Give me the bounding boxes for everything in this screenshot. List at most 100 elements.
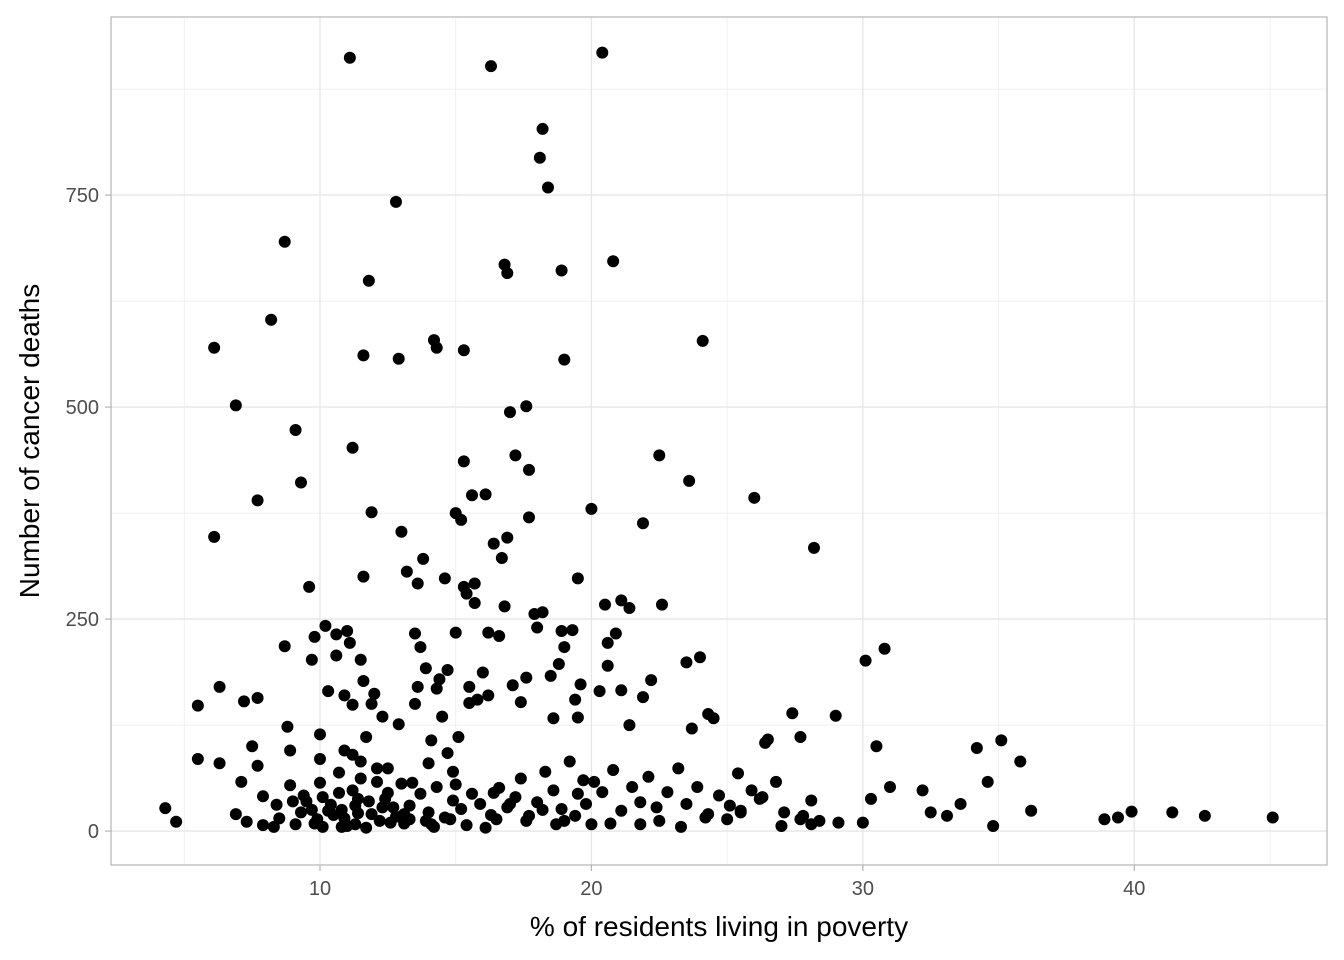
data-point — [482, 626, 495, 639]
data-point — [794, 730, 807, 743]
data-point — [430, 341, 443, 354]
data-point — [411, 577, 424, 590]
data-point — [338, 812, 351, 825]
data-point — [422, 757, 435, 770]
y-tick-label: 250 — [66, 609, 99, 631]
data-point — [474, 797, 487, 810]
data-point — [878, 642, 891, 655]
data-point — [333, 786, 345, 799]
data-point — [542, 181, 554, 194]
data-point — [238, 695, 250, 708]
data-point — [634, 818, 647, 831]
data-point — [338, 689, 351, 702]
data-point — [555, 624, 568, 637]
data-point — [455, 803, 468, 816]
data-point — [257, 819, 269, 832]
data-point — [409, 697, 421, 710]
x-tick-label: 10 — [309, 878, 331, 900]
data-point — [1014, 755, 1027, 768]
data-point — [305, 653, 318, 666]
data-point — [694, 651, 706, 664]
data-points — [159, 46, 1279, 834]
data-point — [506, 679, 519, 692]
data-point — [661, 786, 674, 799]
data-point — [685, 722, 698, 735]
data-point — [514, 696, 527, 709]
data-point — [213, 757, 226, 770]
data-point — [246, 740, 259, 753]
plot-panel — [111, 17, 1327, 865]
data-point — [588, 775, 601, 788]
data-point — [1125, 805, 1138, 818]
data-point — [449, 778, 462, 791]
data-point — [623, 719, 636, 732]
data-point — [498, 600, 511, 613]
data-point — [501, 267, 514, 280]
data-point — [257, 790, 269, 803]
data-point — [580, 797, 592, 810]
data-point — [357, 349, 370, 362]
data-point — [419, 662, 432, 675]
data-point — [346, 441, 359, 454]
data-point — [251, 759, 264, 772]
data-point — [675, 820, 687, 833]
data-point — [1098, 813, 1111, 826]
data-point — [745, 784, 758, 797]
data-point — [463, 680, 476, 693]
data-point — [365, 697, 378, 710]
data-point — [229, 808, 242, 821]
data-point — [691, 780, 704, 793]
data-point — [330, 628, 343, 641]
minor-gridlines — [111, 17, 1327, 865]
data-point — [599, 598, 611, 611]
data-point — [354, 772, 367, 785]
data-point — [411, 680, 424, 693]
data-point — [520, 400, 533, 413]
data-point — [428, 820, 440, 833]
data-point — [381, 762, 394, 775]
data-point — [884, 780, 896, 793]
data-point — [444, 813, 457, 826]
data-point — [571, 787, 584, 800]
data-point — [680, 656, 693, 669]
data-point — [970, 741, 983, 754]
data-point — [460, 819, 473, 832]
data-point — [360, 821, 373, 834]
data-point — [487, 786, 500, 799]
data-point — [343, 51, 356, 64]
data-point — [324, 798, 337, 811]
x-axis-title: % of residents living in poverty — [530, 911, 908, 942]
data-point — [569, 693, 582, 706]
data-point — [770, 775, 782, 788]
data-point — [808, 541, 820, 554]
data-point — [856, 816, 869, 829]
y-tick-label: 500 — [66, 397, 99, 419]
data-point — [859, 654, 872, 667]
data-point — [390, 810, 402, 823]
data-point — [713, 789, 725, 802]
data-point — [775, 819, 788, 832]
data-point — [289, 423, 302, 436]
data-point — [520, 814, 533, 827]
data-point — [373, 814, 386, 827]
data-point — [1198, 809, 1211, 822]
data-point — [213, 680, 226, 693]
data-point — [585, 502, 598, 515]
data-point — [441, 663, 454, 676]
data-point — [349, 818, 362, 831]
data-point — [696, 334, 709, 347]
data-point — [615, 684, 628, 697]
data-point — [341, 624, 354, 637]
data-point — [748, 491, 761, 504]
data-point — [721, 813, 734, 826]
data-point — [653, 814, 666, 827]
major-gridlines — [111, 17, 1327, 865]
data-point — [615, 804, 628, 817]
data-point — [314, 753, 326, 765]
data-point — [333, 766, 345, 779]
data-point — [430, 780, 443, 793]
data-point — [371, 775, 383, 788]
data-point — [376, 801, 389, 814]
data-point — [460, 587, 473, 600]
data-point — [797, 809, 810, 822]
